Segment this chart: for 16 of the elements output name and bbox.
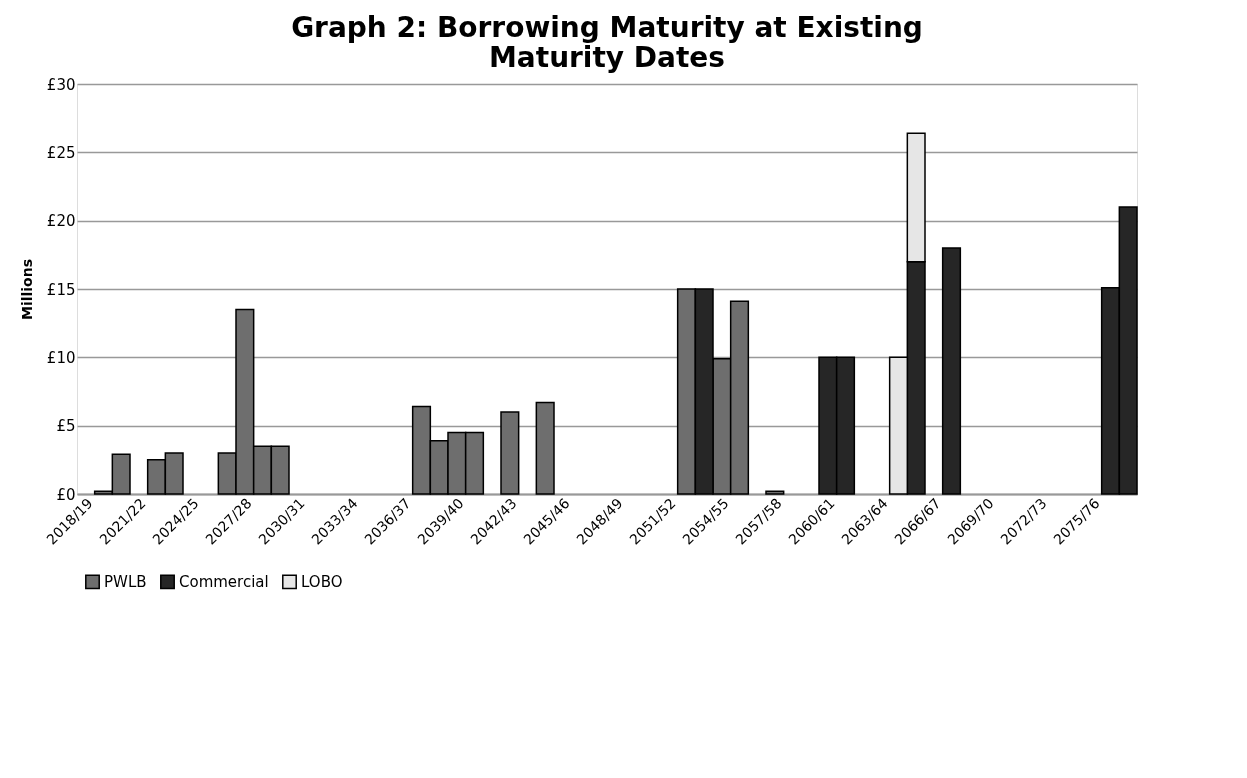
bar [765,490,785,495]
bar [500,411,520,495]
y-axis-title: Millions [18,258,35,321]
legend-label: PWLB [104,572,147,591]
bar [941,247,962,495]
legend-label: Commercial [179,572,269,591]
y-tick-label: £5 [56,417,76,436]
bar [535,401,555,495]
y-tick-label: £10 [46,348,76,367]
legend-label: LOBO [301,572,343,591]
y-tick-label: £30 [46,75,76,94]
y-tick-label: £15 [46,280,76,299]
chart-title: Graph 2: Borrowing Maturity at Existing Maturity Dates [291,11,923,74]
y-tick-label: £20 [46,212,76,231]
y-tick-label: £0 [56,485,76,504]
y-tick-label: £25 [46,143,76,162]
